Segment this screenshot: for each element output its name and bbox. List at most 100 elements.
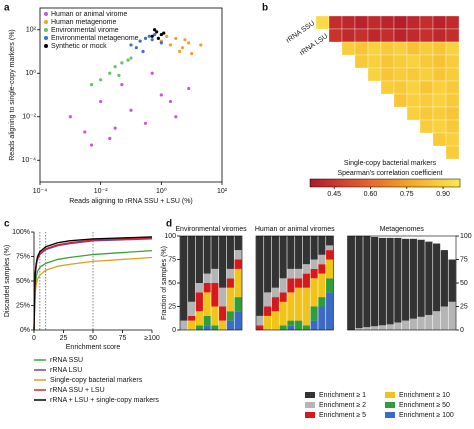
point	[177, 49, 182, 54]
x-tick-label: 10⁻⁴	[33, 188, 48, 195]
point	[89, 83, 94, 87]
point	[153, 32, 157, 37]
point	[159, 32, 163, 37]
bar-segment	[326, 245, 334, 251]
bar-segment	[386, 324, 394, 330]
bar-segment	[310, 320, 318, 330]
legend-label: Enrichment ≥ 2	[319, 402, 366, 409]
colorbar-step	[370, 179, 373, 187]
point	[174, 36, 178, 41]
colorbar-step	[332, 179, 336, 187]
point	[129, 56, 133, 60]
point	[68, 115, 72, 119]
point	[99, 99, 103, 104]
legend-marker	[44, 20, 48, 24]
bar-segment	[211, 268, 219, 283]
bar-segment	[326, 250, 334, 260]
heat-cell	[419, 80, 434, 95]
colorbar-step	[360, 179, 363, 187]
heat-cell	[445, 41, 460, 56]
point	[150, 34, 154, 38]
point	[117, 73, 121, 77]
bar-segment	[318, 306, 326, 330]
colorbar-step	[432, 179, 436, 187]
point	[168, 43, 173, 47]
heat-cell	[393, 93, 408, 108]
bar-segment	[211, 325, 219, 330]
y2-tick-label: 50	[460, 280, 468, 287]
colorbar-step	[402, 179, 406, 187]
point	[180, 46, 185, 50]
colorbar-step	[420, 179, 423, 187]
plot-frame	[39, 7, 223, 183]
bar-segment	[295, 268, 303, 279]
legend-label: Environmental virome	[51, 27, 119, 34]
heat-cell	[367, 15, 382, 30]
group-frame	[255, 235, 334, 331]
point	[165, 34, 169, 38]
heat-cell	[354, 15, 369, 30]
legend-label: Enrichment ≥ 5	[319, 412, 366, 419]
x-tick-label: 0	[32, 335, 36, 342]
bar-segment	[203, 315, 211, 326]
marker-label: rRNA LSU	[299, 33, 329, 57]
x-tick-label: 75	[119, 335, 127, 342]
bar-segment	[355, 328, 363, 330]
colorbar-step	[425, 179, 428, 187]
colorbar-step	[350, 179, 353, 187]
bar-segment	[326, 259, 334, 279]
point	[159, 93, 163, 97]
heat-cell	[445, 93, 460, 108]
bar-segment	[302, 287, 310, 326]
bar-segment	[195, 325, 203, 330]
group-title: Environmental viromes	[175, 226, 247, 233]
colorbar-step	[390, 179, 393, 187]
bar-segment	[287, 268, 295, 279]
colorbar-step	[312, 179, 316, 187]
heat-cell	[432, 15, 447, 30]
heat-cell	[419, 15, 434, 30]
bar-segment	[326, 292, 334, 330]
point	[120, 83, 124, 87]
colorbar-tick-label: 0.60	[364, 191, 378, 198]
y-tick-label: 0%	[20, 327, 30, 334]
y-tick-label: 10⁰	[25, 69, 36, 77]
heat-cell	[406, 28, 421, 43]
heat-cell	[432, 41, 447, 56]
colorbar-step	[387, 179, 391, 187]
bar-segment	[264, 306, 272, 316]
colorbar-step	[442, 179, 446, 187]
heat-cell	[419, 41, 434, 56]
bar-segment	[256, 315, 264, 326]
bar-segment	[417, 316, 425, 330]
colorbar-step	[430, 179, 433, 187]
y-axis-title: Fraction of samples (%)	[161, 246, 168, 320]
colorbar-title: Spearman's correlation coefficient	[337, 170, 442, 177]
bar-segment	[440, 306, 448, 330]
colorbar-step	[385, 179, 388, 187]
bar-segment	[287, 325, 295, 330]
colorbar-step	[407, 179, 411, 187]
point	[150, 71, 154, 75]
heat-cell	[445, 67, 460, 82]
bar-segment	[440, 250, 448, 307]
x-tick-label: 10⁰	[156, 187, 167, 195]
heat-cell	[406, 67, 421, 82]
heat-cell	[445, 15, 460, 30]
point	[153, 28, 157, 32]
point	[155, 30, 159, 34]
colorbar-step	[380, 179, 383, 187]
line	[33, 256, 153, 331]
heat-cell	[432, 28, 447, 43]
colorbar-step	[417, 179, 421, 187]
bar-segment	[180, 320, 188, 330]
colorbar-step	[327, 179, 331, 187]
point	[89, 143, 94, 147]
colorbar-step	[335, 179, 338, 187]
colorbar-step	[345, 179, 348, 187]
colorbar-step	[375, 179, 378, 187]
colorbar-step	[315, 179, 318, 187]
colorbar-step	[317, 179, 321, 187]
heat-cell	[393, 67, 408, 82]
legend-swatch	[305, 412, 315, 418]
